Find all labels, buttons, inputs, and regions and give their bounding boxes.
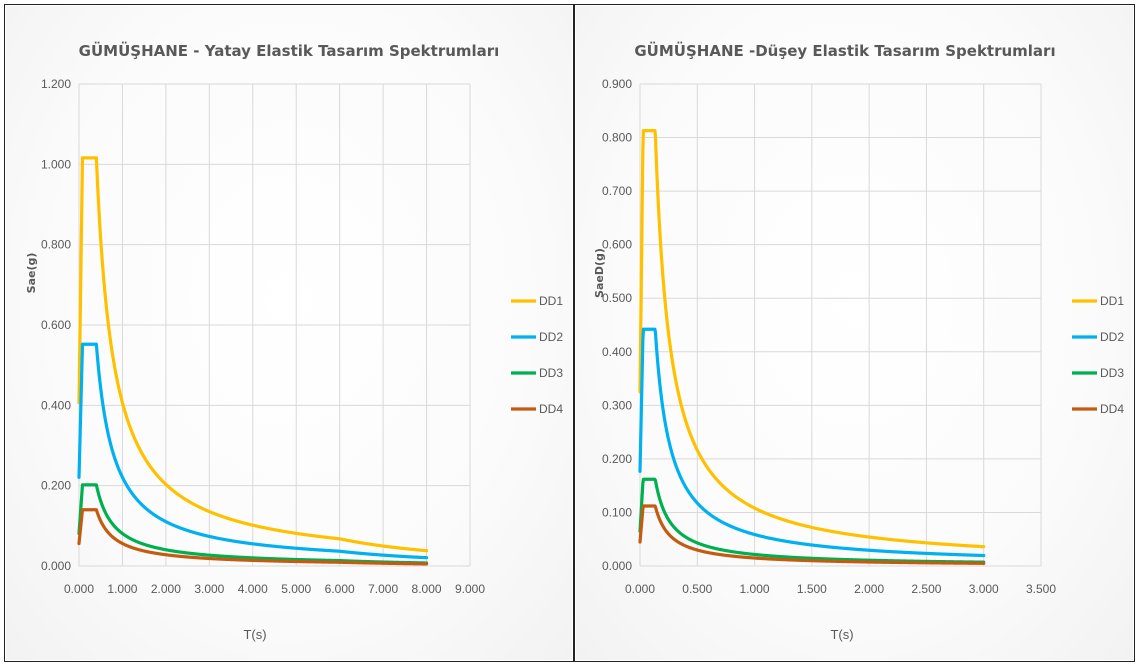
horizontal-spectrum-chart: GÜMÜŞHANE - Yatay Elastik Tasarım Spektr…: [25, 41, 563, 642]
y-tick-label: 0.800: [602, 131, 632, 145]
series-line-dd2: [77, 342, 429, 560]
legend-label-dd1: DD1: [539, 294, 563, 308]
grid: [78, 83, 471, 567]
x-axis-ticks: 0.000 1.000 2.000 3.000 4.000 5.000 6.000 7.000…: [64, 582, 485, 596]
series-line-dd1: [77, 156, 429, 553]
legend-label-dd1: DD1: [1100, 294, 1124, 308]
y-tick-label: 1.000: [41, 157, 71, 171]
x-tick-label: 1.500: [797, 582, 827, 596]
x-tick-label: 9.000: [455, 582, 485, 596]
x-tick-label: 0.000: [64, 582, 94, 596]
legend: DD1 DD2 DD3 DD4: [1072, 294, 1124, 416]
legend-label-dd2: DD2: [1100, 330, 1124, 344]
series-lines: [638, 128, 986, 565]
x-tick-label: 1.000: [107, 582, 137, 596]
y-axis-label: SaeD(g): [593, 248, 606, 298]
y-tick-label: 0.500: [602, 291, 632, 305]
vertical-spectrum-chart-panel: GÜMÜŞHANE -Düşey Elastik Tasarım Spektru…: [576, 6, 1133, 660]
y-axis-ticks: 0.000 0.100 0.200 0.300 0.400 0.500 0.600 0.700…: [602, 77, 632, 573]
y-tick-label: 0.800: [41, 238, 71, 252]
y-tick-label: 0.900: [602, 77, 632, 91]
series-line-dd2: [638, 327, 986, 558]
panel-divider: [573, 4, 575, 662]
y-tick-label: 0.700: [602, 184, 632, 198]
x-tick-label: 0.500: [682, 582, 712, 596]
x-tick-label: 4.000: [238, 582, 268, 596]
y-tick-label: 1.200: [41, 77, 71, 91]
vertical-spectrum-chart: GÜMÜŞHANE -Düşey Elastik Tasarım Spektru…: [593, 41, 1124, 642]
y-tick-label: 0.000: [41, 559, 71, 573]
y-tick-label: 0.600: [602, 238, 632, 252]
x-axis-label: T(s): [830, 627, 853, 642]
y-axis-ticks: 0.000 0.200 0.400 0.600 0.800 1.000 1.200: [41, 77, 71, 573]
series-line-dd4: [638, 504, 986, 565]
y-tick-label: 0.300: [602, 398, 632, 412]
y-tick-label: 0.400: [41, 398, 71, 412]
chart-title: GÜMÜŞHANE - Yatay Elastik Tasarım Spektr…: [79, 41, 500, 60]
x-tick-label: 3.000: [969, 582, 999, 596]
y-tick-label: 0.200: [602, 452, 632, 466]
x-tick-label: 8.000: [412, 582, 442, 596]
legend-label-dd4: DD4: [539, 402, 563, 416]
legend-label-dd2: DD2: [539, 330, 563, 344]
y-axis-label: Sae(g): [25, 253, 38, 294]
grid: [639, 83, 1042, 567]
x-tick-label: 2.500: [911, 582, 941, 596]
x-tick-label: 2.000: [854, 582, 884, 596]
x-tick-label: 0.000: [625, 582, 655, 596]
x-tick-label: 7.000: [368, 582, 398, 596]
x-tick-label: 3.000: [194, 582, 224, 596]
x-tick-label: 3.500: [1026, 582, 1056, 596]
x-tick-label: 2.000: [151, 582, 181, 596]
y-tick-label: 0.100: [602, 505, 632, 519]
series-line-dd4: [77, 508, 429, 566]
x-axis-label: T(s): [243, 627, 266, 642]
x-tick-label: 5.000: [281, 582, 311, 596]
series-line-dd1: [638, 128, 986, 549]
x-tick-label: 6.000: [325, 582, 355, 596]
legend-label-dd3: DD3: [1100, 366, 1124, 380]
chart-title: GÜMÜŞHANE -Düşey Elastik Tasarım Spektru…: [634, 41, 1055, 60]
y-tick-label: 0.200: [41, 479, 71, 493]
y-tick-label: 0.400: [602, 345, 632, 359]
legend: DD1 DD2 DD3 DD4: [511, 294, 563, 416]
legend-label-dd3: DD3: [539, 366, 563, 380]
horizontal-spectrum-chart-panel: GÜMÜŞHANE - Yatay Elastik Tasarım Spektr…: [6, 6, 572, 660]
y-tick-label: 0.600: [41, 318, 71, 332]
y-tick-label: 0.000: [602, 559, 632, 573]
x-axis-ticks: 0.000 0.500 1.000 1.500 2.000 2.500 3.000 3.500: [625, 582, 1056, 596]
legend-label-dd4: DD4: [1100, 402, 1124, 416]
series-lines: [77, 156, 429, 566]
x-tick-label: 1.000: [740, 582, 770, 596]
